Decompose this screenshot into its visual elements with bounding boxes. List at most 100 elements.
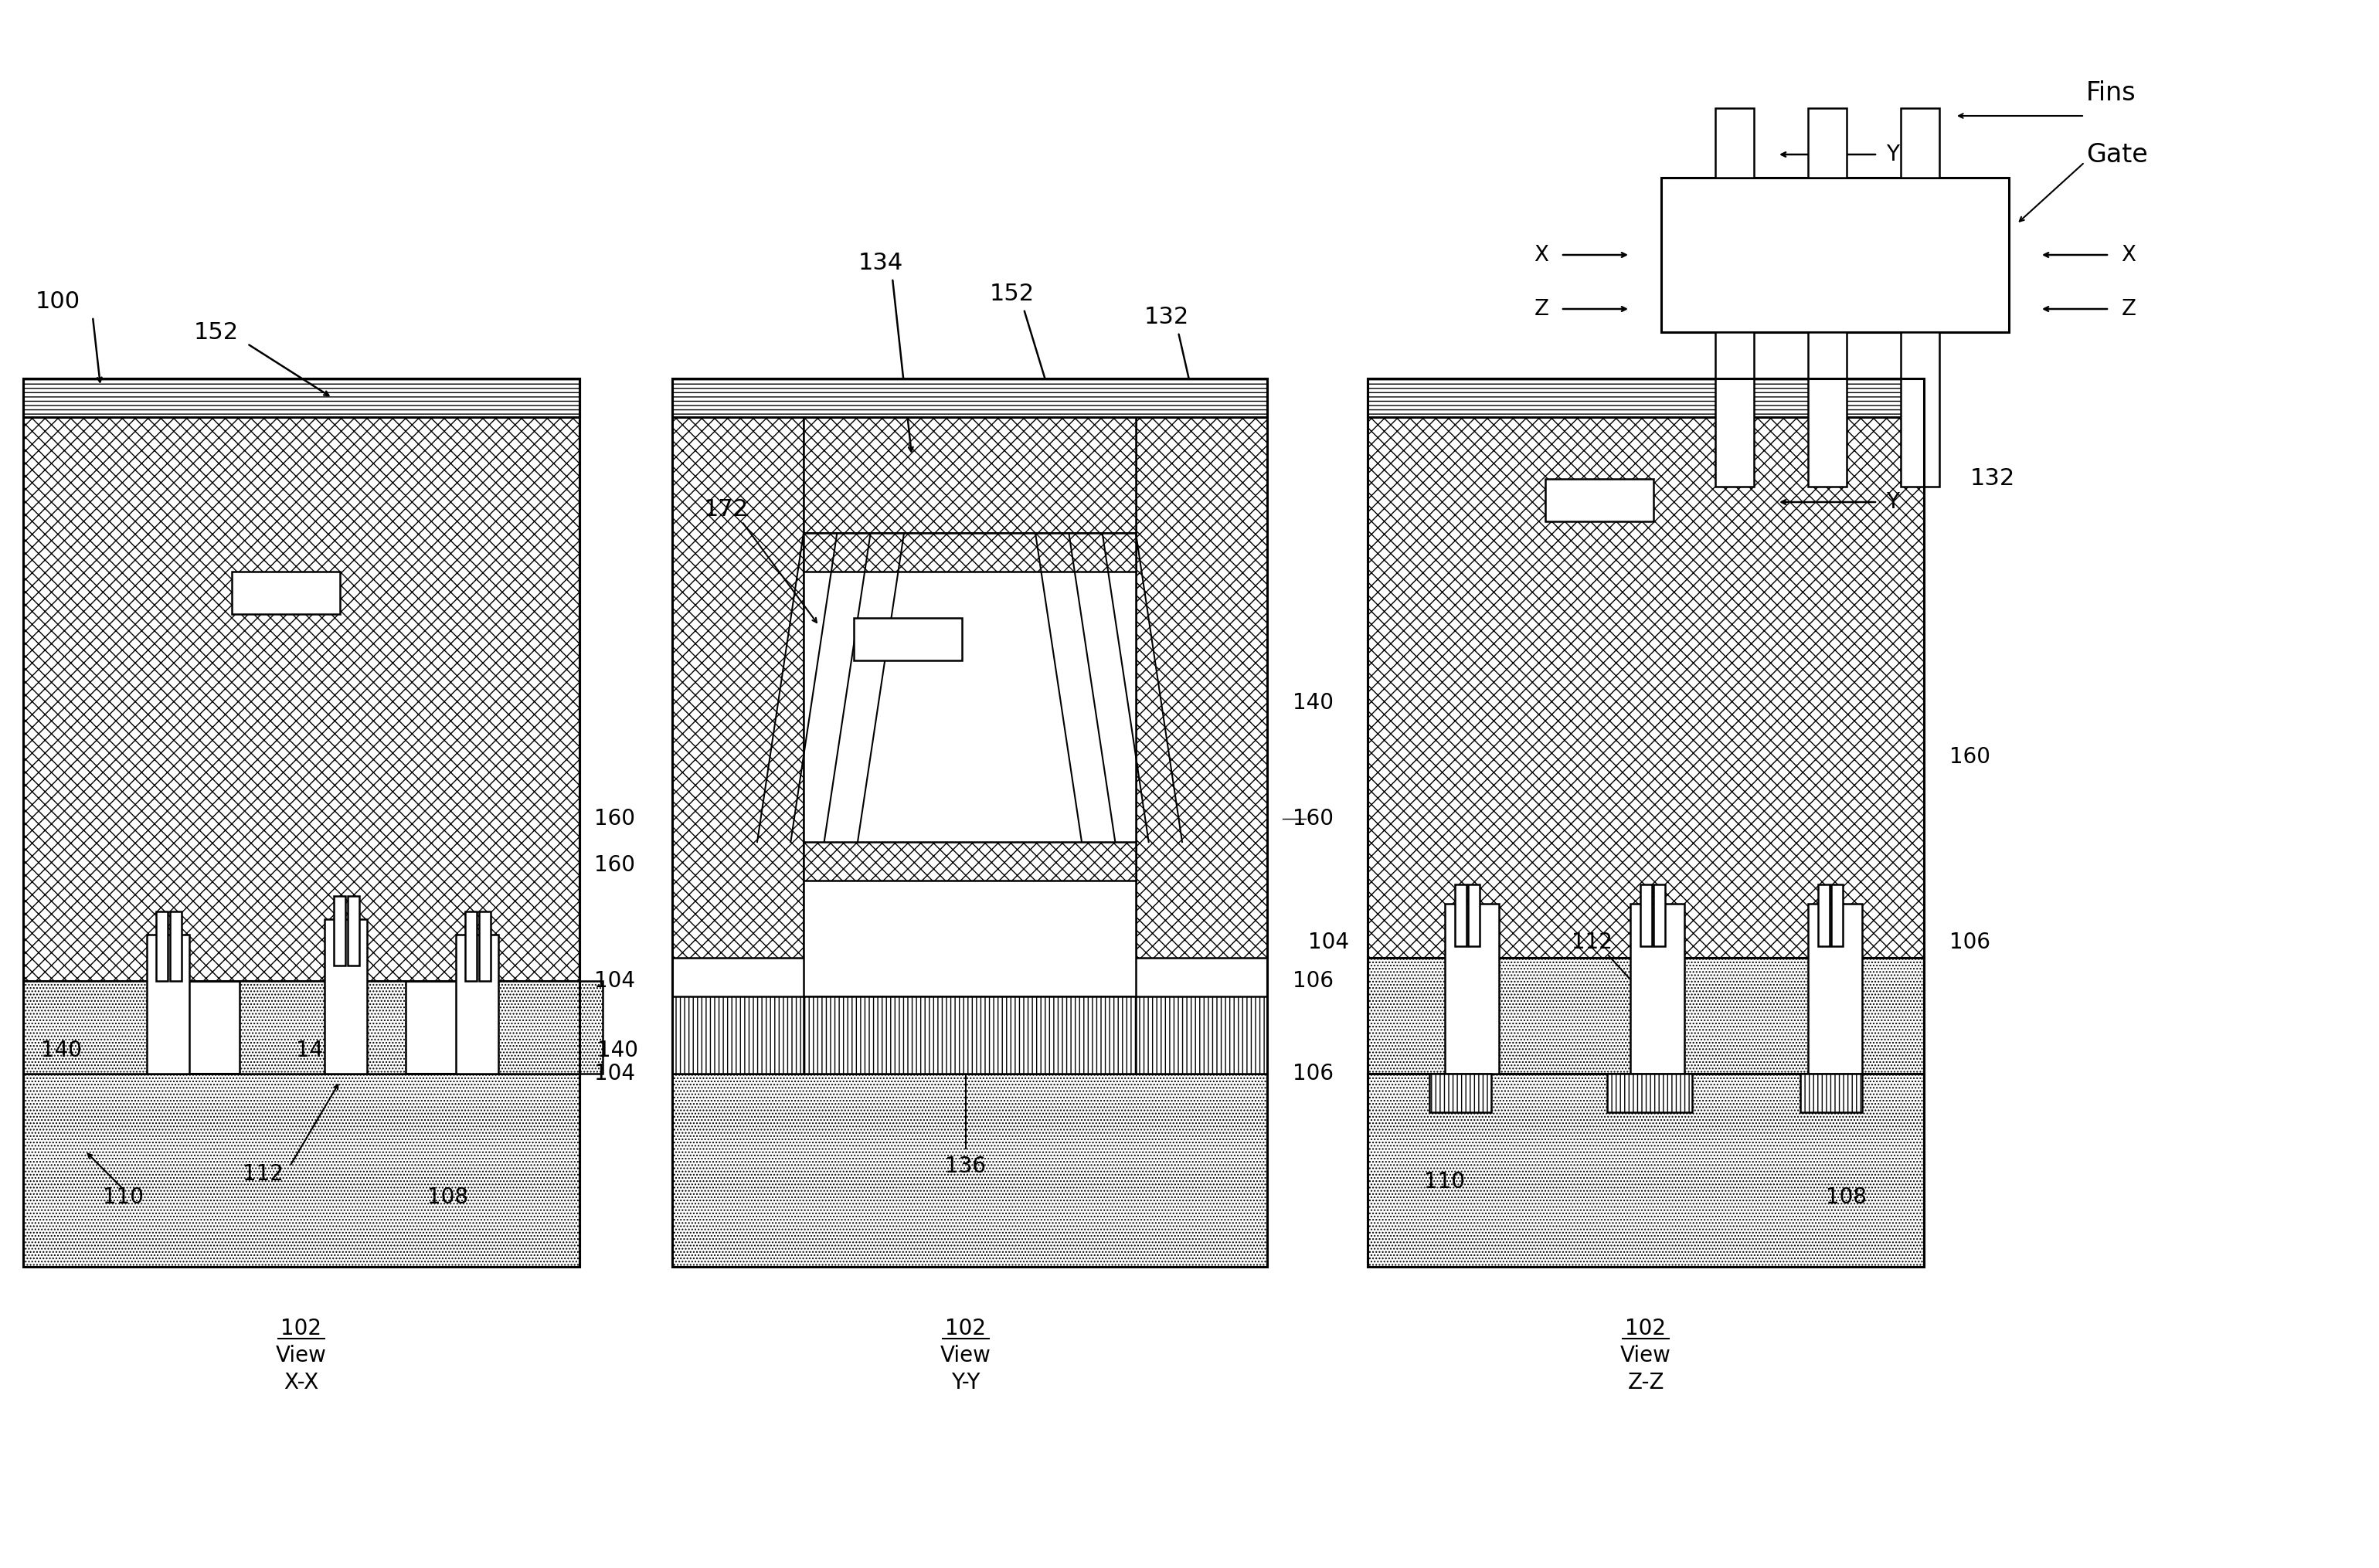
Text: 140: 140 — [597, 1040, 638, 1062]
Text: 112: 112 — [243, 1163, 283, 1185]
Text: 160: 160 — [1294, 808, 1335, 829]
Bar — [673, 1074, 1268, 1267]
Bar — [1368, 1074, 1925, 1267]
Text: Y: Y — [1887, 491, 1898, 513]
Text: 102: 102 — [944, 1317, 987, 1339]
Bar — [1468, 884, 1480, 946]
Text: Fins: Fins — [2086, 80, 2136, 105]
Text: 100: 100 — [36, 290, 81, 312]
Text: 136: 136 — [944, 1156, 987, 1178]
Bar — [324, 919, 366, 1074]
Text: Z: Z — [1534, 298, 1549, 320]
Text: 112: 112 — [1570, 931, 1613, 953]
Text: Z: Z — [2122, 298, 2136, 320]
Text: X: X — [2122, 245, 2136, 265]
Bar — [1444, 903, 1499, 1074]
Bar — [673, 378, 1268, 417]
Text: 110: 110 — [1425, 1171, 1465, 1193]
Bar — [1801, 1074, 1863, 1112]
Bar — [804, 842, 1135, 881]
Bar — [24, 378, 580, 1267]
Bar — [1135, 378, 1268, 958]
Bar — [673, 378, 1268, 1267]
Text: 140: 140 — [1294, 691, 1335, 713]
Text: 132: 132 — [1144, 306, 1190, 328]
Bar — [804, 378, 1135, 533]
Text: 104: 104 — [595, 1063, 635, 1085]
Text: View: View — [940, 1345, 992, 1366]
Bar — [1368, 378, 1925, 417]
Bar — [1715, 332, 1753, 486]
Text: X-X: X-X — [283, 1372, 319, 1394]
Text: 152: 152 — [193, 321, 238, 343]
Text: 110: 110 — [102, 1187, 145, 1207]
Bar — [1430, 1074, 1492, 1112]
Text: 172: 172 — [704, 499, 749, 521]
Bar — [1368, 378, 1925, 1267]
Text: 134: 134 — [859, 251, 904, 274]
Text: 106: 106 — [1294, 971, 1335, 993]
Bar — [1808, 108, 1846, 177]
Text: Gate: Gate — [2086, 141, 2148, 168]
Bar — [804, 533, 1135, 996]
Bar — [1818, 884, 1829, 946]
Bar — [1901, 108, 1939, 177]
Bar — [169, 911, 181, 982]
Text: 132: 132 — [1577, 489, 1622, 511]
Text: 108: 108 — [428, 1187, 469, 1207]
Text: 102: 102 — [281, 1317, 321, 1339]
Bar — [854, 618, 961, 660]
Text: 132: 132 — [1970, 467, 2015, 491]
Bar — [466, 911, 476, 982]
Text: 140: 140 — [806, 1040, 847, 1062]
Bar — [1608, 1074, 1691, 1112]
Bar — [1832, 884, 1844, 946]
Text: 106: 106 — [1294, 1063, 1335, 1085]
Bar — [1808, 332, 1846, 486]
Bar — [464, 982, 602, 1074]
Text: View: View — [1620, 1345, 1670, 1366]
Text: 104: 104 — [1308, 931, 1349, 953]
Bar — [1808, 903, 1863, 1074]
Bar — [231, 572, 340, 615]
Bar — [1715, 108, 1753, 177]
Text: 160: 160 — [1951, 746, 1991, 768]
Text: 108: 108 — [1827, 1187, 1868, 1207]
Text: 150: 150 — [264, 582, 309, 604]
Bar — [673, 996, 1268, 1074]
Text: X: X — [1534, 245, 1549, 265]
Bar — [347, 895, 359, 966]
Bar — [1546, 478, 1653, 522]
Bar — [147, 935, 190, 1074]
Bar — [1653, 884, 1665, 946]
Text: Y-Y: Y-Y — [952, 1372, 980, 1394]
Bar — [457, 935, 497, 1074]
Bar — [240, 982, 407, 1074]
Text: 104: 104 — [595, 971, 635, 993]
Bar — [804, 996, 1135, 1074]
Text: View: View — [276, 1345, 326, 1366]
Bar — [804, 533, 1135, 572]
Text: 160: 160 — [595, 855, 635, 877]
Bar — [24, 982, 159, 1074]
Text: 160: 160 — [595, 808, 635, 829]
Bar — [1901, 332, 1939, 486]
Text: 152: 152 — [990, 282, 1035, 304]
Bar — [24, 1074, 580, 1267]
Bar — [1456, 884, 1465, 946]
Bar — [1368, 378, 1925, 958]
Bar — [1630, 903, 1684, 1074]
Text: Y: Y — [1887, 144, 1898, 165]
Bar — [1368, 958, 1925, 1074]
Text: 150: 150 — [885, 627, 930, 651]
Bar — [333, 895, 345, 966]
Text: 140: 140 — [40, 1040, 83, 1062]
Text: 102: 102 — [1625, 1317, 1665, 1339]
Bar — [1642, 884, 1651, 946]
Bar — [24, 378, 580, 417]
Bar — [157, 911, 167, 982]
Text: 106: 106 — [1951, 931, 1991, 953]
Bar — [24, 378, 580, 982]
Text: 140: 140 — [297, 1040, 338, 1062]
Bar — [673, 378, 804, 958]
